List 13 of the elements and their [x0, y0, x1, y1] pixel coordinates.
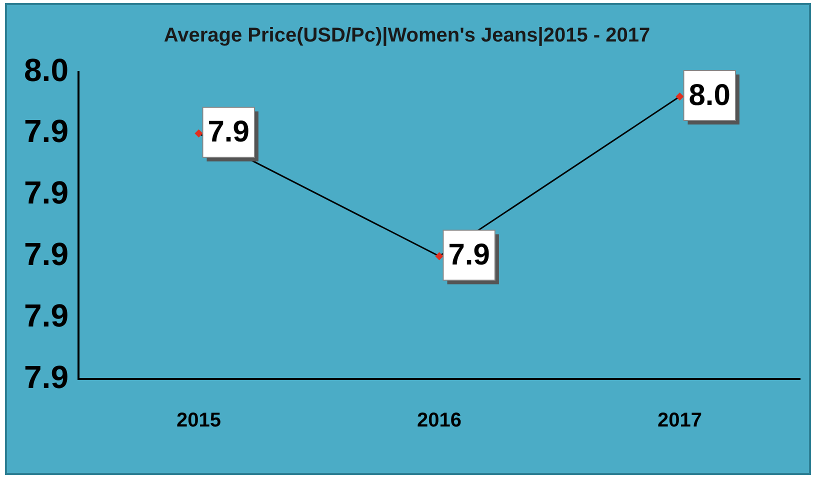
y-tick-label: 7.9 [24, 174, 68, 211]
y-tick-label: 7.9 [24, 297, 68, 334]
chart-title: Average Price(USD/Pc)|Women's Jeans|2015 - 2017 [164, 24, 650, 47]
x-tick-label: 2017 [657, 410, 702, 432]
y-tick-label: 7.9 [24, 113, 68, 150]
y-tick-label: 7.9 [24, 236, 68, 272]
data-label: 7.9 [208, 116, 250, 149]
data-label: 8.0 [688, 78, 730, 112]
y-tick-label: 7.9 [24, 358, 68, 395]
data-label: 7.9 [448, 238, 490, 272]
y-tick-label: 8.0 [24, 52, 68, 88]
x-tick-label: 2016 [416, 410, 462, 432]
x-tick-label: 2015 [176, 410, 221, 432]
